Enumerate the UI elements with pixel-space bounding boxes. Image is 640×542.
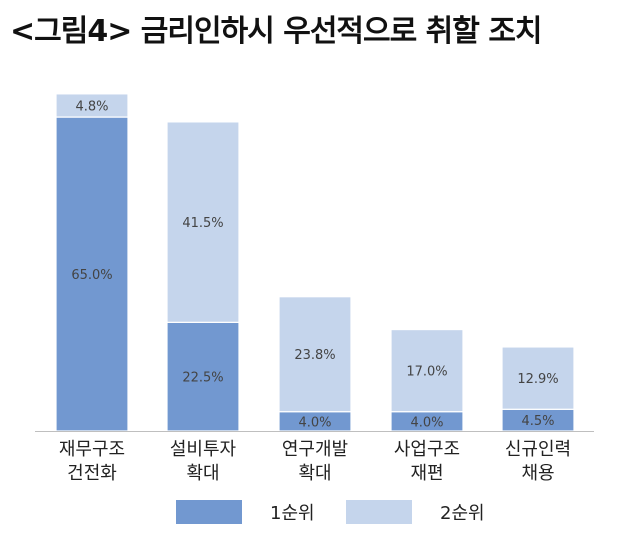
x-tick-label: 확대: [298, 463, 331, 484]
x-tick-label: 채용: [521, 463, 554, 484]
bar-segment-rank1: [55, 116, 129, 432]
legend-label-rank1: 1순위: [270, 503, 315, 524]
data-label-rank1: 65.0%: [71, 268, 112, 283]
data-label-rank2: 12.9%: [517, 372, 558, 387]
data-label-rank1: 4.0%: [298, 415, 331, 430]
legend-label-rank2: 2순위: [440, 503, 485, 524]
data-label-rank1: 22.5%: [182, 371, 223, 386]
bar-segment-rank2: [55, 93, 129, 118]
bar-segment-rank1: [166, 321, 240, 432]
data-label-rank2: 23.8%: [294, 348, 335, 363]
data-label-rank1: 4.5%: [521, 414, 554, 429]
legend-item-rank1: 1순위: [176, 500, 315, 524]
x-tick-label: 건전화: [67, 463, 117, 484]
legend-swatch-rank1: [176, 500, 242, 524]
chart-title: <그림4> 금리인하시 우선적으로 취할 조치: [10, 14, 543, 49]
legend-swatch-rank2: [346, 500, 412, 524]
data-label-rank2: 4.8%: [75, 99, 108, 114]
data-label-rank1: 4.0%: [410, 415, 443, 430]
x-tick-label: 재편: [410, 463, 443, 484]
x-tick-label: 연구개발: [282, 439, 348, 460]
bar-segment-rank2: [390, 328, 464, 413]
legend: 1순위 2순위: [0, 500, 640, 524]
bar-segment-rank2: [166, 121, 240, 323]
x-tick-label: 설비투자: [170, 439, 237, 460]
data-label-rank2: 41.5%: [182, 216, 223, 231]
x-tick-label: 사업구조: [394, 439, 460, 460]
bar-segment-rank2: [278, 296, 352, 413]
x-tick-label: 재무구조: [59, 439, 125, 460]
legend-item-rank2: 2순위: [346, 500, 485, 524]
x-tick-label: 신규인력: [505, 439, 571, 460]
bar-segment-rank2: [501, 346, 575, 410]
data-label-rank2: 17.0%: [406, 365, 447, 380]
x-tick-label: 확대: [186, 463, 219, 484]
